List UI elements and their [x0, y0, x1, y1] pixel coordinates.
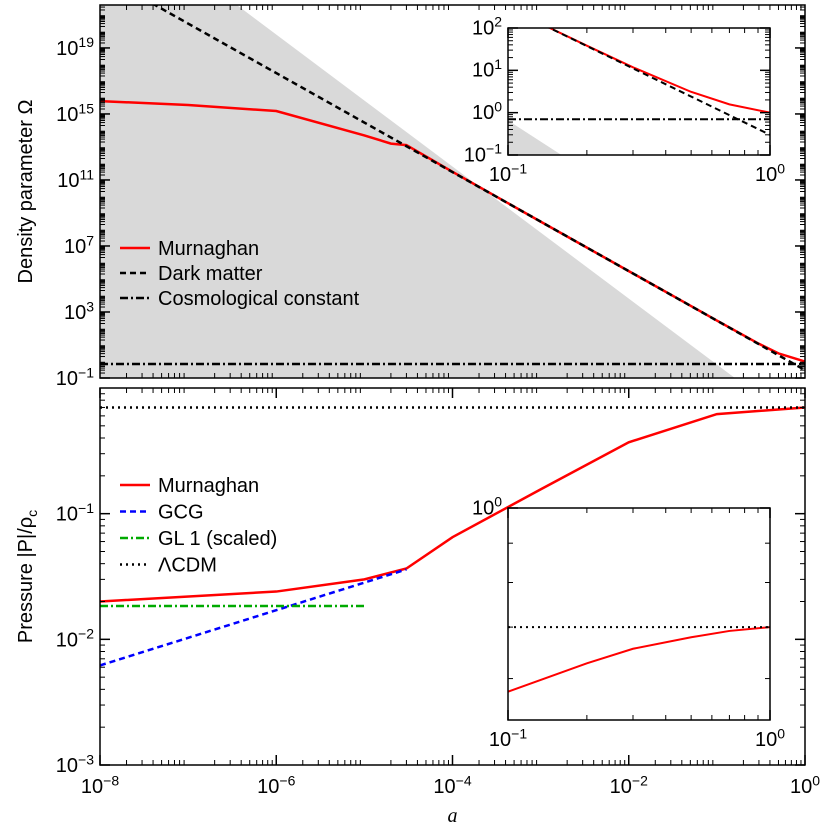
- series-line: [100, 406, 805, 603]
- y-tick-label: 101​: [472, 56, 502, 82]
- series-line: [508, 626, 770, 693]
- legend-label: ΛCDM: [158, 555, 217, 577]
- plot-area: [100, 5, 805, 378]
- x-tick-label: 100​: [755, 725, 785, 751]
- shaded-region: [508, 120, 562, 155]
- y-tick-label: 10−1​: [56, 364, 94, 390]
- x-tick-label: 10−1​: [489, 160, 527, 186]
- series-line: [547, 28, 770, 114]
- x-tick-label: 10−4​: [433, 772, 471, 798]
- plot-area: [508, 626, 770, 693]
- plot-area: [508, 28, 770, 155]
- x-tick-label: 10−2​: [610, 772, 648, 798]
- shaded-region: [100, 5, 735, 378]
- plot-frame: [507, 27, 771, 156]
- x-tick-label: 100​: [790, 772, 820, 798]
- y-axis-label: Density parameter Ω: [15, 99, 37, 283]
- y-tick-label: 1019​: [56, 34, 94, 60]
- y-tick-label: 10−1​: [464, 141, 502, 167]
- y-tick-label: 10−1​: [56, 500, 94, 526]
- y-axis-label: Pressure |P|/ρc​: [15, 510, 40, 643]
- plot-background: [508, 508, 770, 720]
- y-tick-label: 1015​: [56, 100, 94, 126]
- legend-label: Murnaghan: [158, 238, 259, 260]
- legend-label: GL 1 (scaled): [158, 528, 277, 550]
- series-line: [100, 568, 407, 667]
- y-tick-label: 100​: [472, 494, 502, 520]
- y-tick-label: 102​: [472, 14, 502, 40]
- x-tick-label: 100​: [755, 160, 785, 186]
- legend-label: Cosmological constant: [158, 288, 360, 310]
- series-line: [152, 5, 805, 372]
- plot-frame: [507, 507, 771, 721]
- y-tick-label: 1011​: [57, 166, 94, 192]
- y-tick-label: 10−2​: [56, 626, 94, 652]
- x-axis-label: a: [448, 805, 458, 827]
- y-tick-label: 100​: [472, 98, 502, 124]
- x-tick-label: 10−1​: [489, 725, 527, 751]
- legend-label: Murnaghan: [158, 475, 259, 497]
- legend-label: GCG: [158, 502, 204, 524]
- x-tick-label: 10−6​: [257, 772, 295, 798]
- legend-label: Dark matter: [158, 263, 263, 285]
- x-tick-label: 10−8​: [81, 772, 119, 798]
- y-tick-label: 10−3​: [56, 751, 94, 777]
- plot-background: [508, 28, 770, 155]
- series-line: [547, 28, 770, 136]
- y-tick-label: 103​: [64, 298, 94, 324]
- plot-area: [100, 406, 805, 667]
- y-tick-label: 107​: [64, 232, 94, 258]
